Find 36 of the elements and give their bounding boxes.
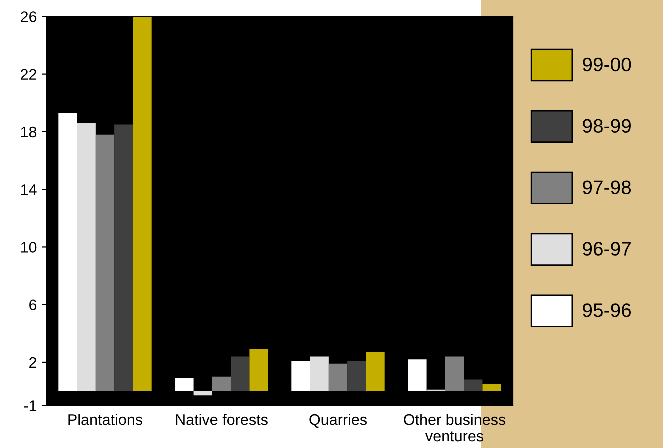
bar — [250, 350, 268, 392]
x-tick-label: Other business ventures — [404, 414, 506, 442]
bar — [348, 361, 366, 392]
bar — [194, 391, 212, 396]
legend-label: 95-96 — [583, 304, 632, 318]
bar — [445, 356, 464, 392]
bar — [408, 360, 427, 392]
legend-label: 99-00 — [583, 58, 632, 72]
x-tick-label: Plantations — [68, 414, 142, 426]
bar — [231, 356, 250, 392]
bar — [58, 113, 78, 392]
bar — [133, 16, 152, 392]
bar — [212, 376, 232, 392]
y-tick-label: 26 — [21, 12, 37, 22]
bar — [114, 124, 134, 392]
y-tick-label: 2 — [30, 357, 37, 368]
bar — [482, 384, 502, 392]
bar — [292, 361, 310, 392]
bar — [96, 134, 115, 392]
y-tick-label: 22 — [21, 69, 37, 80]
x-tick-label: Native forests — [176, 414, 268, 426]
legend-label: 96-97 — [583, 242, 631, 256]
y-tick-label: 6 — [30, 300, 37, 311]
x-tick-label: Quarries — [310, 414, 367, 428]
bar — [328, 364, 348, 392]
bar — [366, 352, 385, 392]
legend-label: 98-99 — [583, 119, 631, 134]
legend-label: 97-98 — [583, 180, 632, 194]
y-tick-label: -1 — [24, 400, 37, 412]
bar — [464, 380, 483, 392]
y-tick-label: 10 — [21, 242, 37, 253]
bar — [310, 356, 329, 392]
bar — [175, 378, 194, 392]
y-tick-label: 14 — [21, 184, 37, 196]
y-tick-label: 18 — [21, 126, 37, 138]
bar — [77, 123, 96, 392]
